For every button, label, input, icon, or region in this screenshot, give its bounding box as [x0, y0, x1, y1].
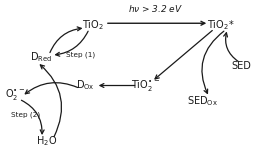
Text: h$\nu$ > 3.2 eV: h$\nu$ > 3.2 eV [128, 3, 183, 14]
Text: SED$_{\mathregular{Ox}}$: SED$_{\mathregular{Ox}}$ [187, 94, 218, 108]
Text: Step (1): Step (1) [66, 51, 95, 58]
Text: H$_2$O: H$_2$O [36, 135, 57, 148]
Text: O$_2^{\bullet-}$: O$_2^{\bullet-}$ [5, 87, 25, 102]
Text: D$_{\mathregular{Ox}}$: D$_{\mathregular{Ox}}$ [76, 79, 95, 92]
Text: D$_{\mathregular{Red}}$: D$_{\mathregular{Red}}$ [30, 51, 52, 64]
Text: Step (2): Step (2) [11, 112, 40, 118]
Text: TiO$_2$: TiO$_2$ [82, 18, 104, 32]
Text: TiO$_2$*: TiO$_2$* [207, 18, 235, 32]
Text: SED: SED [232, 61, 252, 71]
Text: TiO$_2^{\bullet-}$: TiO$_2^{\bullet-}$ [131, 78, 160, 93]
